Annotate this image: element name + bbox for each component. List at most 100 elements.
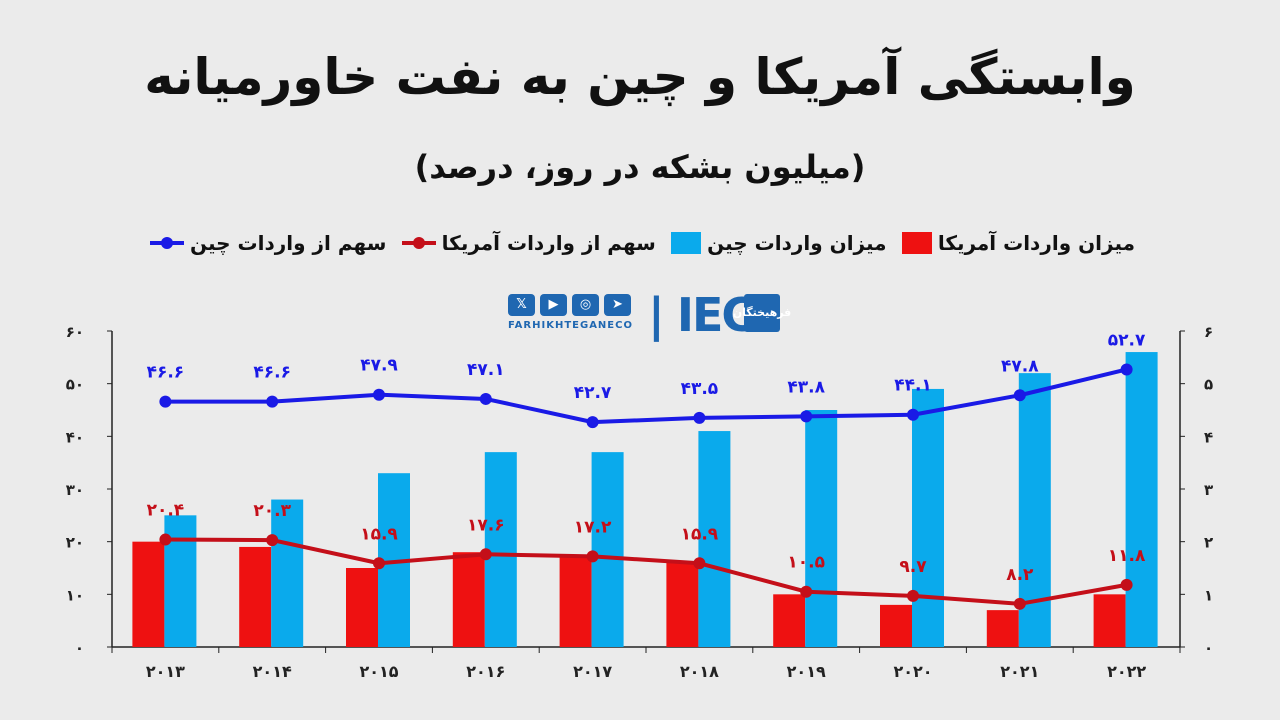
data-label-china-share-3: ۴۷.۱ [467, 360, 505, 380]
data-label-china-share-2: ۴۷.۹ [360, 356, 398, 376]
left-tick-label: ۰ [75, 639, 84, 657]
bar-us-1 [239, 546, 272, 647]
legend-us-share: سهم از واردات آمریکا [401, 231, 656, 255]
youtube-icon[interactable]: ▶ [540, 294, 567, 316]
data-label-us-share-6: ۱۰.۵ [787, 553, 825, 573]
x-tick-label: ۲۰۲۱ [1000, 662, 1039, 681]
right-tick-label: ۵ [1204, 376, 1213, 394]
point-us-share-9 [1120, 578, 1133, 591]
legend-china-share-swatch [150, 236, 184, 250]
chart-title: وابستگی آمریکا و چین به نفت خاورمیانه [144, 48, 1136, 106]
bar-us-7 [880, 604, 912, 647]
legend-china-volume-swatch [671, 232, 702, 254]
legend-us-volume-label: میزان واردات آمریکا [937, 231, 1135, 255]
data-label-us-share-7: ۹.۷ [899, 557, 927, 577]
x-tick-label: ۲۰۲۰ [893, 662, 932, 681]
bar-china-9 [1125, 352, 1158, 647]
right-tick-label: ۲ [1204, 534, 1213, 552]
legend-china-share: سهم از واردات چین [150, 231, 386, 255]
left-tick-label: ۵۰ [66, 376, 84, 394]
x-tick-label: ۲۰۱۴ [253, 662, 292, 681]
x-tick-label: ۲۰۲۲ [1107, 662, 1146, 681]
bar-us-6 [773, 594, 806, 647]
point-us-share-6 [800, 585, 813, 598]
brand-logo: 𝕏 ▶ ◎ ➤ FARHIKHTEGANECO | IEC فرهیختگان [508, 288, 791, 342]
point-us-share-2 [373, 557, 385, 570]
legend-us-volume: میزان واردات آمریکا [901, 231, 1135, 255]
point-china-share-1 [266, 395, 279, 408]
data-label-china-share-1: ۴۶.۶ [253, 363, 291, 383]
point-china-share-3 [479, 392, 492, 405]
social-icons: 𝕏 ▶ ◎ ➤ [508, 294, 631, 316]
x-tick-label: ۲۰۱۵ [359, 662, 398, 681]
x-tick-label: ۲۰۱۳ [146, 662, 185, 681]
point-china-share-0 [159, 395, 172, 408]
point-us-share-8 [1013, 597, 1026, 610]
line-china-share [165, 367, 1128, 425]
instagram-icon[interactable]: ◎ [572, 294, 599, 316]
bar-china-4 [591, 452, 624, 647]
bar-us-5 [666, 562, 699, 647]
bar-china-1 [271, 499, 304, 647]
point-china-share-5 [693, 411, 706, 424]
left-tick-label: ۳۰ [66, 481, 84, 499]
point-us-share-1 [266, 534, 279, 547]
data-label-us-share-8: ۸.۲ [1006, 565, 1034, 585]
legend-us-share-label: سهم از واردات آمریکا [441, 231, 656, 255]
data-label-us-share-1: ۲۰.۳ [253, 501, 291, 521]
right-tick-label: ۱ [1204, 586, 1213, 604]
bar-us-2 [346, 568, 378, 647]
brand-badge: فرهیختگان [733, 294, 791, 332]
legend-china-share-label: سهم از واردات چین [190, 231, 387, 255]
bar-us-8 [986, 610, 1019, 647]
point-china-share-2 [373, 388, 385, 401]
legend: سهم از واردات چین سهم از واردات آمریکا م… [150, 226, 1135, 260]
left-tick-label: ۴۰ [66, 428, 84, 446]
point-china-share-9 [1120, 363, 1133, 376]
chart-subtitle: (میلیون بشکه در روز، درصد) [414, 148, 866, 186]
legend-china-volume-label: میزان واردات چین [707, 231, 887, 255]
data-label-china-share-8: ۴۷.۸ [1001, 356, 1039, 376]
data-label-us-share-4: ۱۷.۲ [574, 517, 612, 537]
point-china-share-7 [907, 408, 919, 421]
bar-china-5 [698, 431, 731, 647]
data-label-china-share-0: ۴۶.۶ [147, 363, 185, 383]
telegram-icon[interactable]: ➤ [604, 294, 631, 316]
left-tick-label: ۱۰ [66, 586, 84, 604]
x-tick-label: ۲۰۱۹ [787, 662, 826, 681]
right-tick-label: ۴ [1204, 428, 1213, 446]
legend-china-volume: میزان واردات چین [671, 231, 887, 255]
bar-us-0 [132, 541, 165, 647]
legend-us-volume-swatch [901, 232, 932, 254]
point-us-share-5 [693, 557, 706, 570]
x-tick-label: ۲۰۱۸ [680, 662, 719, 681]
data-label-us-share-2: ۱۵.۹ [360, 524, 398, 544]
bar-china-3 [484, 452, 517, 647]
point-us-share-4 [586, 550, 599, 563]
bar-us-9 [1093, 594, 1126, 647]
left-tick-label: ۲۰ [66, 534, 84, 552]
data-label-us-share-3: ۱۷.۶ [467, 515, 505, 535]
x-tick-label: ۲۰۱۶ [466, 662, 505, 681]
point-china-share-6 [800, 410, 813, 423]
brand-name: | IEC [648, 288, 755, 342]
data-label-us-share-9: ۱۱.۸ [1108, 546, 1146, 566]
right-tick-label: ۶ [1204, 323, 1213, 341]
x-tick-label: ۲۰۱۷ [573, 662, 612, 681]
point-us-share-7 [907, 589, 919, 602]
brand-handle: FARHIKHTEGANECO [508, 320, 633, 331]
data-label-china-share-9: ۵۲.۷ [1108, 330, 1146, 350]
bar-china-7 [912, 388, 944, 647]
data-label-china-share-5: ۴۳.۵ [681, 379, 719, 399]
point-china-share-4 [586, 416, 599, 429]
point-us-share-3 [479, 548, 492, 561]
bar-us-3 [452, 552, 485, 647]
data-label-china-share-7: ۴۴.۱ [894, 376, 932, 396]
left-tick-label: ۶۰ [66, 323, 84, 341]
data-label-china-share-4: ۴۲.۷ [574, 383, 612, 403]
bar-china-6 [805, 410, 838, 647]
point-china-share-8 [1013, 389, 1026, 402]
x-icon[interactable]: 𝕏 [508, 294, 535, 316]
legend-us-share-swatch [401, 236, 436, 250]
